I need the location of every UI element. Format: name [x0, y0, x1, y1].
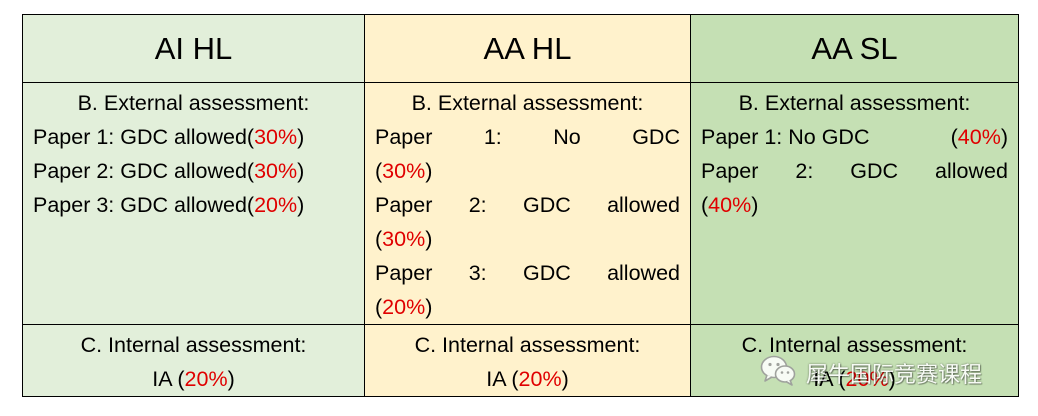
aa-hl-paper-1: Paper 1: No GDC — [375, 125, 680, 149]
header-row: AI HL AA HL AA SL — [22, 14, 1019, 83]
percent-value: 30% — [382, 159, 426, 183]
aa-sl-paper-2-weight: (40%) — [701, 193, 759, 217]
percent-value: 20% — [518, 367, 562, 391]
percent-value: 30% — [382, 227, 426, 251]
percent-value: 30% — [254, 159, 298, 183]
aa-hl-paper-1-weight: (30%) — [375, 159, 433, 183]
aa-hl-internal-cell: C. Internal assessment: IA (20%) — [364, 324, 691, 397]
percent-value: 40% — [957, 125, 1001, 149]
percent-value: 20% — [382, 295, 426, 319]
aa-hl-external-title: B. External assessment: — [411, 91, 644, 115]
percent-value: 40% — [708, 193, 752, 217]
header-aa-sl: AA SL — [690, 14, 1019, 83]
aa-sl-internal-cell: C. Internal assessment: IA (20%) — [690, 324, 1019, 397]
aa-sl-internal-title: C. Internal assessment: — [741, 333, 968, 357]
watermark-text: 犀牛国际竞赛课程 — [806, 362, 983, 388]
assessment-table: AI HL AA HL AA SL B. External assessment… — [22, 14, 1019, 397]
aa-sl-external-cell: B. External assessment: Paper 1: No GDC(… — [690, 82, 1019, 325]
ai-hl-paper-3: Paper 3: GDC allowed(20%) — [33, 193, 305, 217]
aa-sl-external-title: B. External assessment: — [738, 91, 971, 115]
header-aa-hl: AA HL — [364, 14, 691, 83]
aa-hl-paper-3-weight: (20%) — [375, 295, 433, 319]
aa-sl-paper-2: Paper 2: GDC allowed — [701, 159, 1008, 183]
percent-value: 20% — [845, 367, 889, 391]
header-ai-hl: AI HL — [22, 14, 365, 83]
percent-value: 20% — [184, 367, 228, 391]
aa-hl-external-cell: B. External assessment: Paper 1: No GDC (30… — [364, 82, 691, 325]
ai-hl-external-cell: B. External assessment: Paper 1: GDC all… — [22, 82, 365, 325]
aa-sl-paper-1: Paper 1: No GDC (40%) — [701, 125, 1008, 149]
ai-hl-external-title: B. External assessment: — [77, 91, 310, 115]
ai-hl-internal-title: C. Internal assessment: — [80, 333, 307, 357]
external-assessment-row: B. External assessment: Paper 1: GDC all… — [22, 82, 1019, 325]
wechat-icon — [760, 354, 796, 391]
percent-value: 20% — [254, 193, 298, 217]
aa-hl-internal-title: C. Internal assessment: — [414, 333, 641, 357]
percent-value: 30% — [254, 125, 298, 149]
aa-hl-paper-3: Paper 3: GDC allowed — [375, 261, 680, 285]
aa-hl-ia-weight: IA (20%) — [486, 367, 569, 391]
aa-hl-paper-2: Paper 2: GDC allowed — [375, 193, 680, 217]
ai-hl-paper-1: Paper 1: GDC allowed(30%) — [33, 125, 305, 149]
watermark: 犀牛国际竞赛课程 — [760, 354, 982, 391]
ai-hl-paper-2: Paper 2: GDC allowed(30%) — [33, 159, 305, 183]
internal-assessment-row: C. Internal assessment: IA (20%) C. Inte… — [22, 324, 1019, 397]
ai-hl-internal-cell: C. Internal assessment: IA (20%) — [22, 324, 365, 397]
aa-sl-ia-weight: IA (20%) — [813, 367, 896, 391]
aa-hl-paper-2-weight: (30%) — [375, 227, 433, 251]
ai-hl-ia-weight: IA (20%) — [152, 367, 235, 391]
